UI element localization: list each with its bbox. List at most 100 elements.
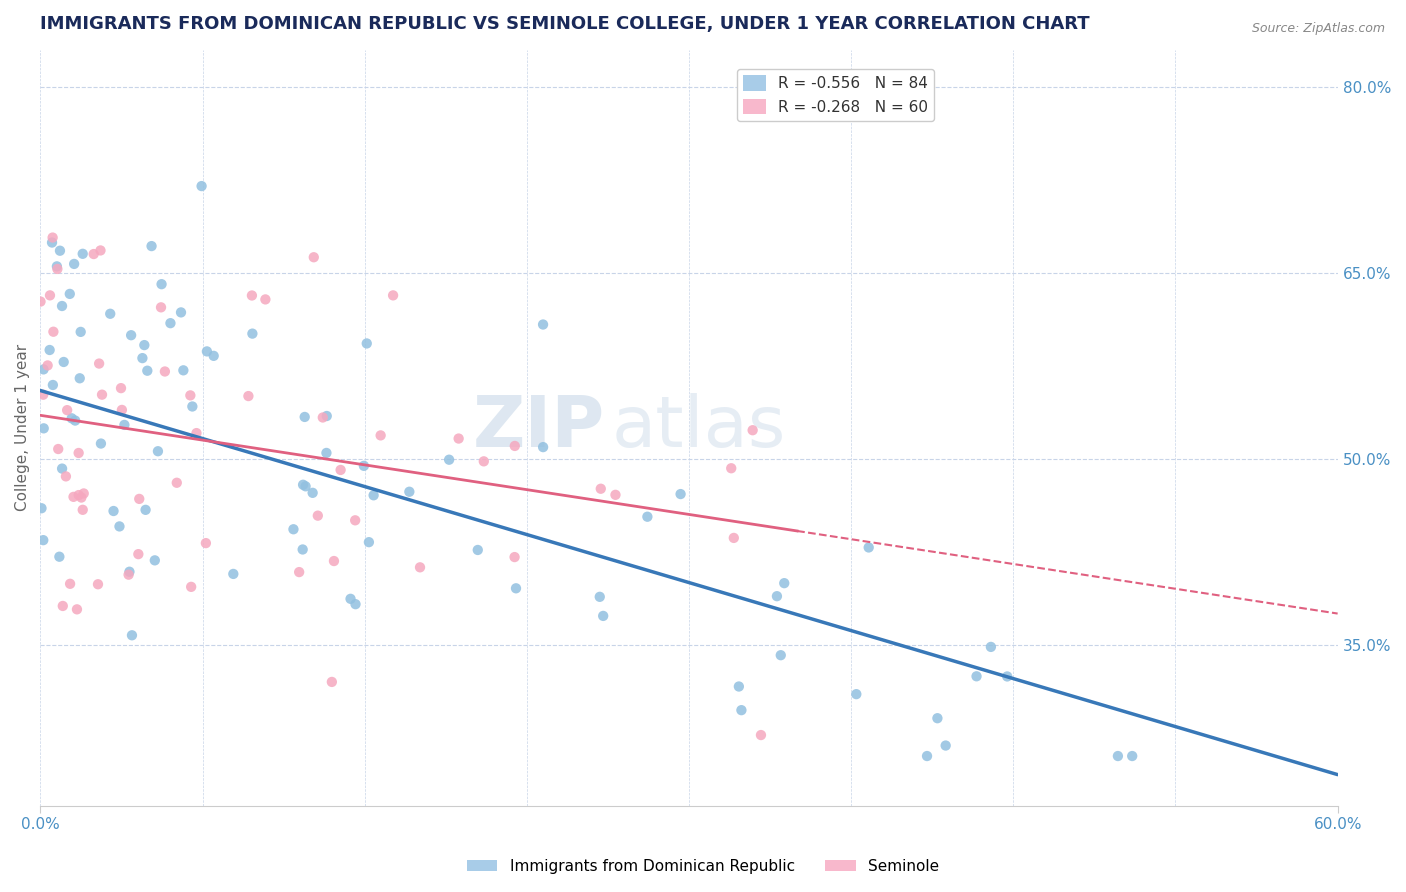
Point xyxy=(98,307,121,321)
Point xyxy=(83,247,105,261)
Point xyxy=(150,301,173,315)
Point xyxy=(242,326,264,341)
Point xyxy=(766,589,789,603)
Point xyxy=(467,543,489,558)
Point xyxy=(966,669,988,683)
Point xyxy=(56,403,79,417)
Point xyxy=(321,674,343,689)
Point xyxy=(315,409,337,423)
Point xyxy=(63,413,86,427)
Point xyxy=(503,550,526,565)
Point xyxy=(108,519,131,533)
Point xyxy=(294,479,316,493)
Point xyxy=(669,487,692,501)
Point xyxy=(46,442,69,456)
Point xyxy=(159,316,181,330)
Point xyxy=(294,409,316,424)
Point xyxy=(112,417,135,432)
Point xyxy=(357,535,380,549)
Point xyxy=(38,343,60,357)
Point xyxy=(382,288,405,302)
Point xyxy=(41,235,63,250)
Point xyxy=(292,477,315,491)
Point xyxy=(128,491,150,506)
Point xyxy=(370,428,392,442)
Point xyxy=(66,602,89,616)
Point xyxy=(91,387,114,401)
Point xyxy=(32,421,55,435)
Point xyxy=(30,294,52,309)
Text: ZIP: ZIP xyxy=(472,393,605,462)
Point xyxy=(447,432,470,446)
Point xyxy=(87,577,110,591)
Point xyxy=(995,669,1018,683)
Point xyxy=(52,355,75,369)
Point xyxy=(935,739,957,753)
Point xyxy=(307,508,329,523)
Point xyxy=(186,426,208,441)
Point xyxy=(353,458,375,473)
Point xyxy=(67,488,90,502)
Point xyxy=(180,580,202,594)
Point xyxy=(283,522,305,536)
Point xyxy=(172,363,194,377)
Point xyxy=(32,387,55,401)
Point xyxy=(915,749,938,764)
Point xyxy=(409,560,432,574)
Point xyxy=(323,554,346,568)
Point xyxy=(63,257,86,271)
Point xyxy=(89,357,111,371)
Point xyxy=(46,262,69,277)
Point xyxy=(52,599,75,613)
Point xyxy=(472,454,495,468)
Point xyxy=(254,293,277,307)
Point xyxy=(179,388,201,402)
Point xyxy=(202,349,225,363)
Point xyxy=(62,490,84,504)
Point xyxy=(531,440,554,454)
Point xyxy=(37,359,59,373)
Text: IMMIGRANTS FROM DOMINICAN REPUBLIC VS SEMINOLE COLLEGE, UNDER 1 YEAR CORRELATION: IMMIGRANTS FROM DOMINICAN REPUBLIC VS SE… xyxy=(41,15,1090,33)
Point xyxy=(48,549,70,564)
Point xyxy=(67,446,90,460)
Point xyxy=(589,590,612,604)
Point xyxy=(927,711,949,725)
Point xyxy=(41,230,63,244)
Point xyxy=(45,260,67,274)
Point xyxy=(59,286,82,301)
Point xyxy=(301,486,323,500)
Point xyxy=(131,351,153,365)
Point xyxy=(636,509,658,524)
Point xyxy=(90,436,112,450)
Point xyxy=(49,244,72,258)
Point xyxy=(73,486,96,500)
Point xyxy=(134,338,156,352)
Point xyxy=(127,547,149,561)
Point xyxy=(141,239,163,253)
Point xyxy=(356,336,378,351)
Point xyxy=(291,542,314,557)
Point xyxy=(32,362,55,376)
Point xyxy=(117,567,139,582)
Point xyxy=(170,305,193,319)
Point xyxy=(59,576,82,591)
Point xyxy=(315,446,337,460)
Point xyxy=(166,475,188,490)
Point xyxy=(69,325,91,339)
Point xyxy=(118,565,141,579)
Point xyxy=(136,364,159,378)
Point xyxy=(72,247,94,261)
Point xyxy=(589,482,612,496)
Point xyxy=(773,576,796,591)
Point xyxy=(437,452,460,467)
Point xyxy=(363,488,385,502)
Point xyxy=(845,687,868,701)
Text: Source: ZipAtlas.com: Source: ZipAtlas.com xyxy=(1251,22,1385,36)
Point xyxy=(195,344,218,359)
Point xyxy=(723,531,745,545)
Point xyxy=(72,503,94,517)
Point xyxy=(121,628,143,642)
Point xyxy=(111,403,134,417)
Legend: R = -0.556   N = 84, R = -0.268   N = 60: R = -0.556 N = 84, R = -0.268 N = 60 xyxy=(737,69,935,120)
Point xyxy=(858,541,880,555)
